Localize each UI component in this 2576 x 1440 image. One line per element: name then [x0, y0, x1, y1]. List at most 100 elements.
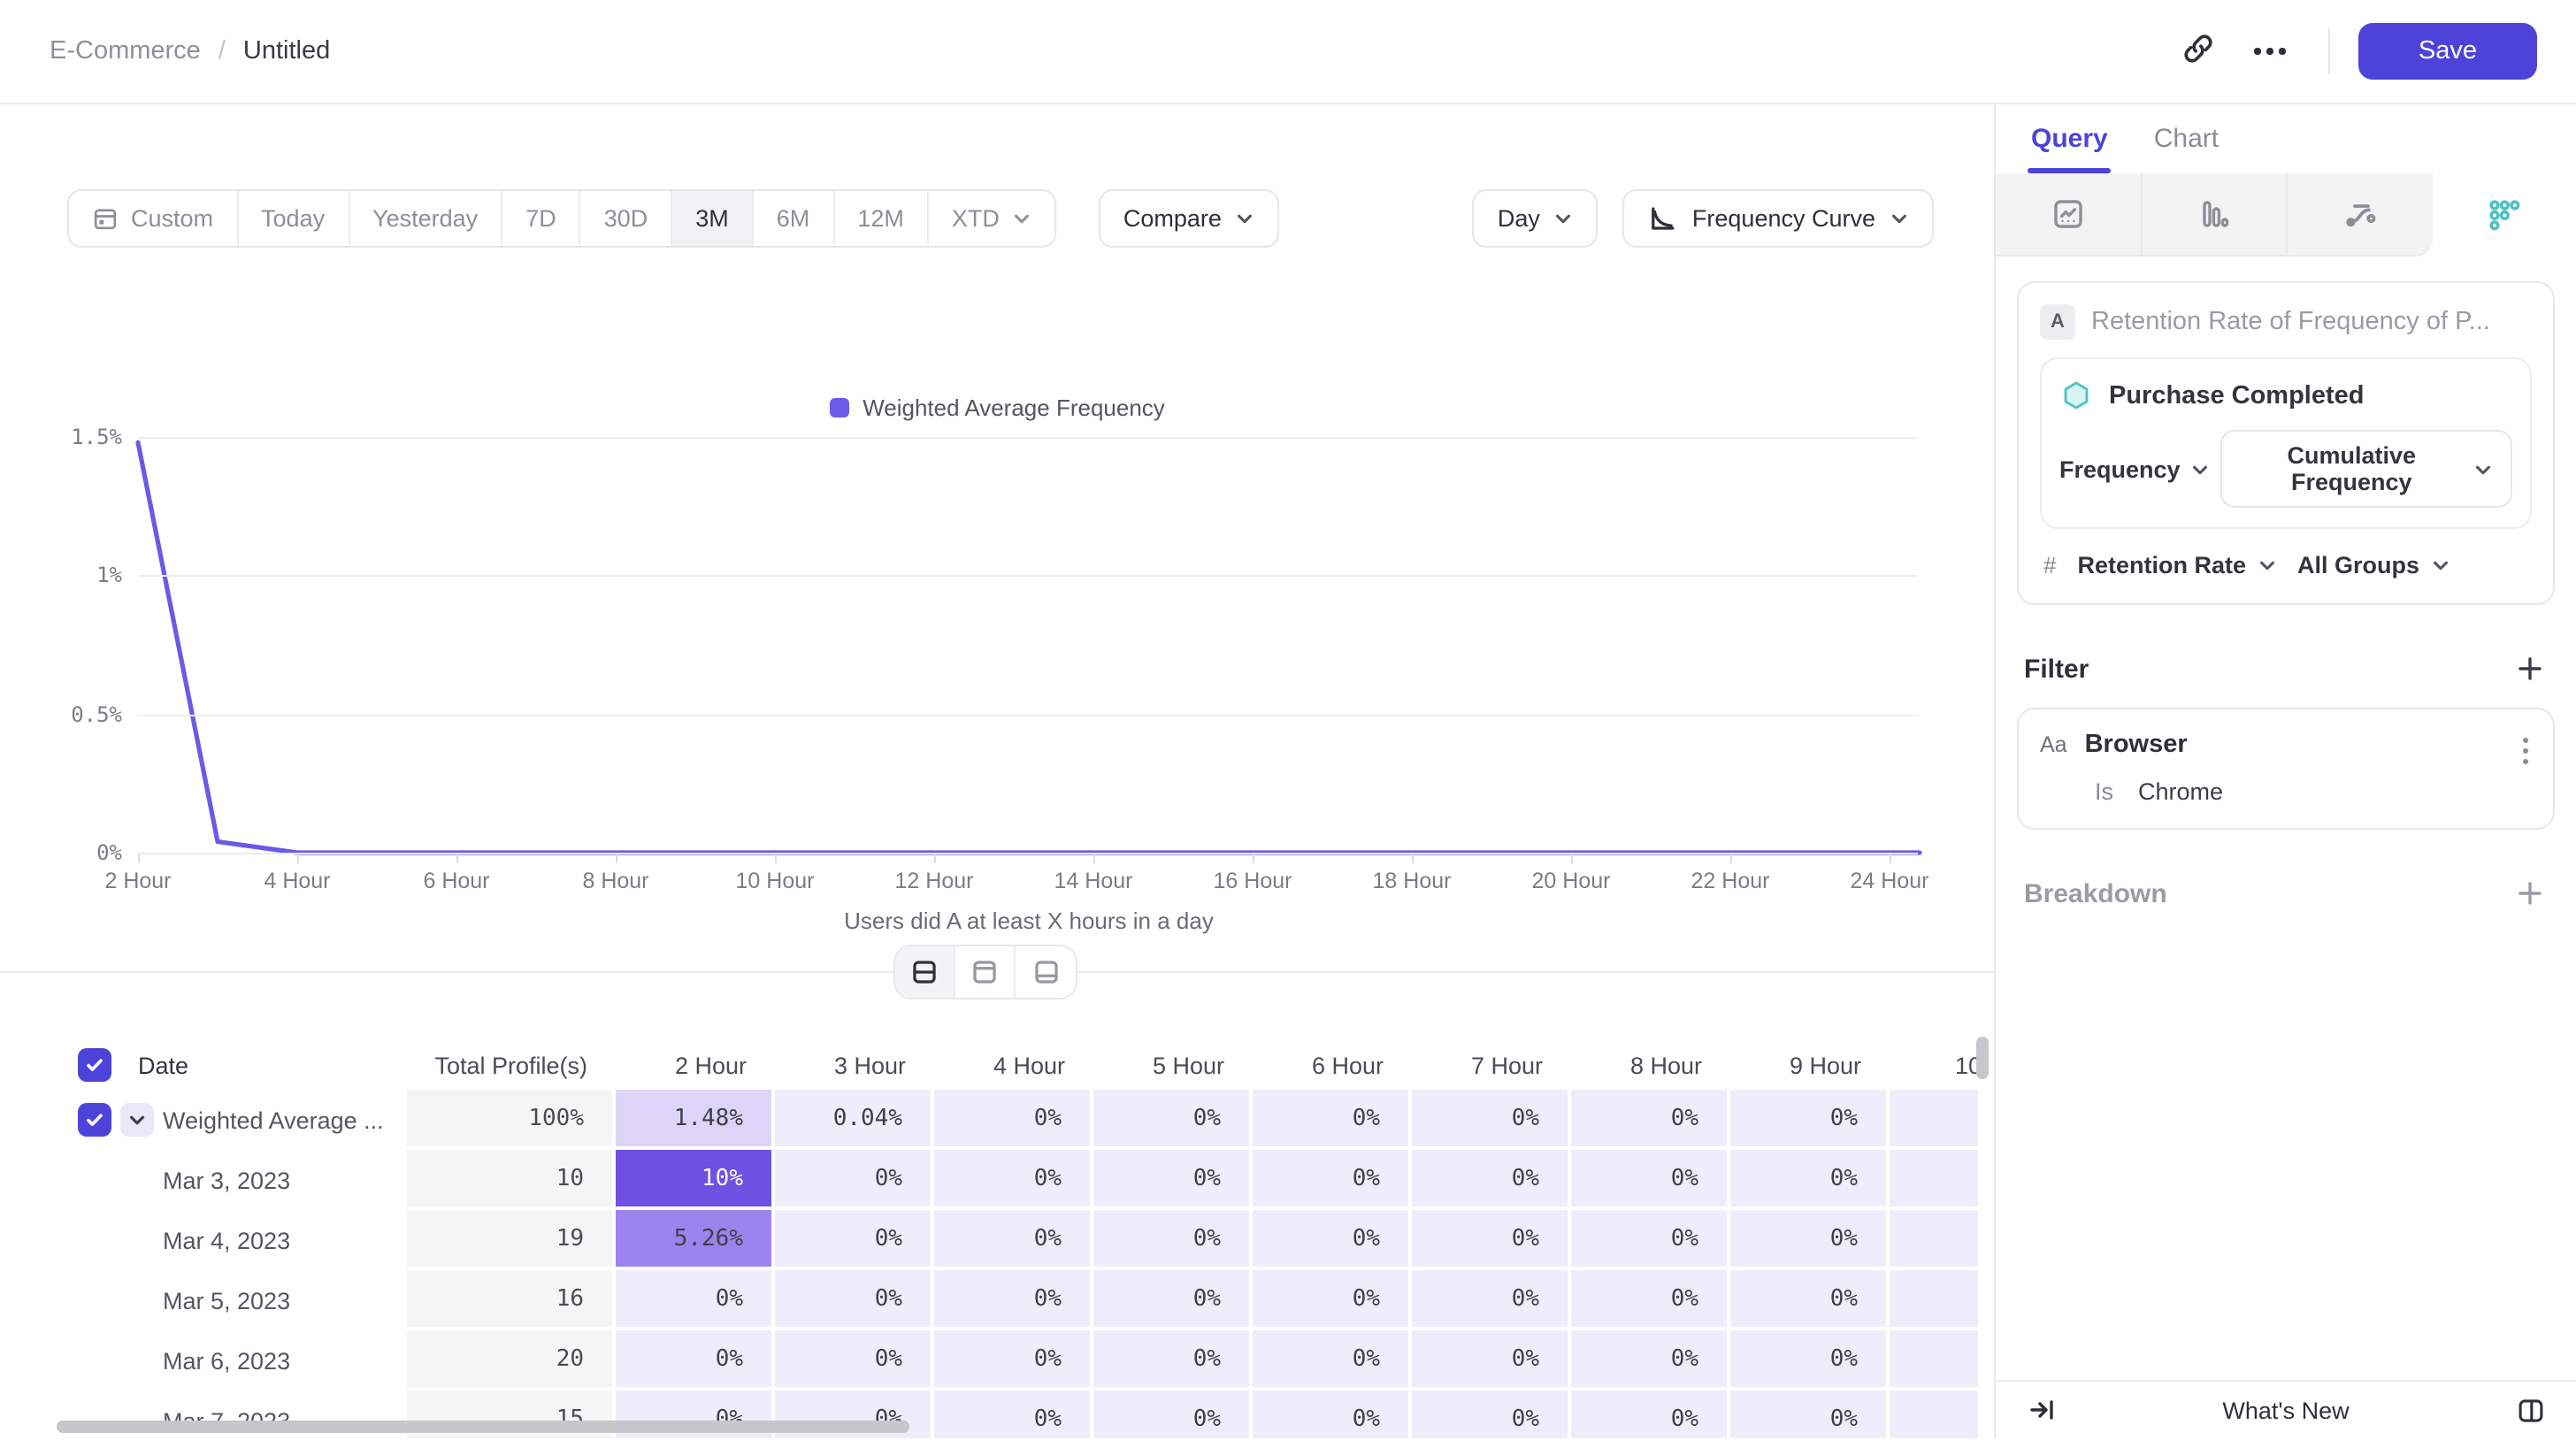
range-6m[interactable]: 6M [753, 191, 835, 246]
retention-value-cell: 0% [1412, 1210, 1571, 1270]
row-date-cell: Mar 3, 2023 [0, 1150, 407, 1210]
table-horizontal-scrollbar[interactable] [57, 1421, 909, 1433]
retention-value-cell: 0% [1571, 1090, 1730, 1150]
filter-card-browser[interactable]: Aa Browser Is Chrome [2017, 708, 2555, 830]
panel-tab-bar: Query Chart [1996, 104, 2576, 173]
breadcrumb: E-Commerce / Untitled [50, 37, 330, 65]
retention-value-cell [1890, 1330, 1982, 1390]
frequency-type-dropdown[interactable]: Cumulative Frequency [2220, 430, 2512, 508]
flows-chart-icon [2345, 204, 2376, 227]
retention-value-cell [1890, 1210, 1982, 1270]
visualization-dropdown[interactable]: Frequency Curve [1622, 189, 1934, 248]
retention-value-cell: 0% [775, 1150, 934, 1210]
retention-value-cell [1890, 1090, 1982, 1150]
step-letter-badge: A [2040, 304, 2075, 340]
chart-type-flows[interactable] [2288, 173, 2432, 257]
total-profiles-cell: 19 [407, 1210, 616, 1270]
chevron-down-icon [2259, 561, 2273, 571]
retention-value-cell: 0.04% [775, 1090, 934, 1150]
range-today[interactable]: Today [238, 191, 350, 246]
event-name: Purchase Completed [2109, 381, 2365, 410]
range-7d[interactable]: 7D [502, 191, 581, 246]
y-axis-tick-label: 0.5% [71, 701, 122, 727]
retention-value-cell: 0% [775, 1210, 934, 1270]
check-icon [87, 1059, 103, 1071]
gridline [138, 437, 1918, 439]
select-all-checkbox[interactable] [78, 1048, 111, 1082]
x-axis-tick [297, 854, 299, 863]
split-view-toggle[interactable] [895, 946, 955, 998]
table-vertical-scrollbar[interactable] [1976, 1037, 1989, 1079]
x-axis-tick-label: 10 Hour [735, 869, 815, 893]
event-card[interactable]: Purchase Completed Frequency Cumulative … [2040, 357, 2532, 529]
chart-type-insights[interactable] [1996, 173, 2142, 257]
frequency-dropdown[interactable]: Frequency [2059, 456, 2211, 482]
range-custom[interactable]: Custom [69, 191, 239, 246]
chevron-down-icon [2193, 464, 2208, 474]
link-icon [2182, 32, 2216, 71]
x-axis-tick-label: 2 Hour [104, 869, 172, 893]
filter-operator[interactable]: Is [2095, 778, 2114, 805]
retention-value-cell: 1.48% [616, 1090, 775, 1150]
filter-options-button[interactable] [2516, 731, 2535, 771]
breadcrumb-project[interactable]: E-Commerce [50, 37, 201, 65]
row-checkbox[interactable] [78, 1103, 111, 1137]
query-builder-panel: Query Chart [1996, 104, 2576, 1438]
chevron-down-icon [2433, 561, 2448, 571]
number-sign-icon: # [2043, 552, 2057, 578]
measure-dropdown[interactable]: Retention Rate [2077, 552, 2276, 578]
x-axis-tick-label: 14 Hour [1054, 869, 1133, 893]
retention-value-cell: 0% [1412, 1150, 1571, 1210]
toggle-side-panel-button[interactable] [2507, 1387, 2553, 1433]
query-step-title[interactable]: Retention Rate of Frequency of P... [2091, 308, 2490, 336]
table-only-view-toggle[interactable] [1016, 946, 1076, 998]
more-options-button[interactable] [2240, 23, 2300, 80]
chart-type-selector [1996, 173, 2576, 257]
chart-type-bars[interactable] [2142, 173, 2288, 257]
collapse-panel-button[interactable] [2019, 1387, 2065, 1433]
row-expander[interactable] [120, 1103, 154, 1137]
split-panel-icon [2518, 1398, 2542, 1421]
column-header: 9 Hour [1730, 1052, 1890, 1078]
bottom-bar-view-icon [1034, 961, 1057, 984]
add-breakdown-button[interactable] [2512, 876, 2548, 911]
x-axis-tick-label: 18 Hour [1372, 869, 1452, 893]
compare-button[interactable]: Compare [1098, 189, 1280, 248]
chart-legend[interactable]: Weighted Average Frequency [0, 394, 1994, 421]
table-row: Weighted Average ... 100% 1.48% 0.04% 0% 0% 0%… [0, 1090, 1982, 1150]
range-xtd[interactable]: XTD [928, 191, 1054, 246]
column-header: 8 Hour [1571, 1052, 1730, 1078]
chart-only-view-toggle[interactable] [955, 946, 1016, 998]
range-12m[interactable]: 12M [834, 191, 929, 246]
save-button[interactable]: Save [2358, 23, 2537, 80]
x-axis-tick [1253, 854, 1254, 863]
table-row: Mar 5, 2023 16 0% 0% 0% 0% 0% 0% 0% 0% [0, 1270, 1982, 1330]
granularity-dropdown[interactable]: Day [1472, 189, 1598, 248]
ellipsis-icon [2254, 48, 2286, 55]
chart-type-retention[interactable] [2432, 173, 2576, 257]
whats-new-link[interactable]: What's New [2222, 1397, 2350, 1423]
groups-dropdown[interactable]: All Groups [2297, 552, 2450, 578]
frequency-curve-chart: Users did A at least X hours in a day 0%… [0, 425, 1994, 934]
tab-query[interactable]: Query [2027, 104, 2112, 173]
retention-value-cell: 0% [1093, 1390, 1253, 1438]
range-30d[interactable]: 30D [580, 191, 673, 246]
x-axis-tick [775, 854, 777, 863]
tab-chart[interactable]: Chart [2153, 124, 2220, 154]
add-filter-button[interactable] [2512, 651, 2548, 686]
copy-link-button[interactable] [2169, 23, 2229, 80]
retention-value-cell: 0% [1253, 1210, 1412, 1270]
breakdown-section-header: Breakdown [2024, 876, 2548, 911]
retention-value-cell: 0% [1571, 1150, 1730, 1210]
row-date-cell: Mar 4, 2023 [0, 1210, 407, 1270]
x-axis-tick [456, 854, 458, 863]
retention-value-cell: 0% [1093, 1330, 1253, 1390]
filter-value[interactable]: Chrome [2138, 778, 2224, 805]
breadcrumb-report-title: Untitled [242, 37, 331, 65]
chevron-down-icon [1892, 214, 1906, 224]
range-yesterday[interactable]: Yesterday [349, 191, 503, 246]
range-3m[interactable]: 3M [672, 191, 754, 246]
x-axis-tick-label: 4 Hour [264, 869, 331, 893]
table-header-row: Date Total Profile(s) 2 Hour 3 Hour 4 Hour 5 … [0, 1040, 1982, 1090]
retention-value-cell: 0% [1730, 1330, 1890, 1390]
